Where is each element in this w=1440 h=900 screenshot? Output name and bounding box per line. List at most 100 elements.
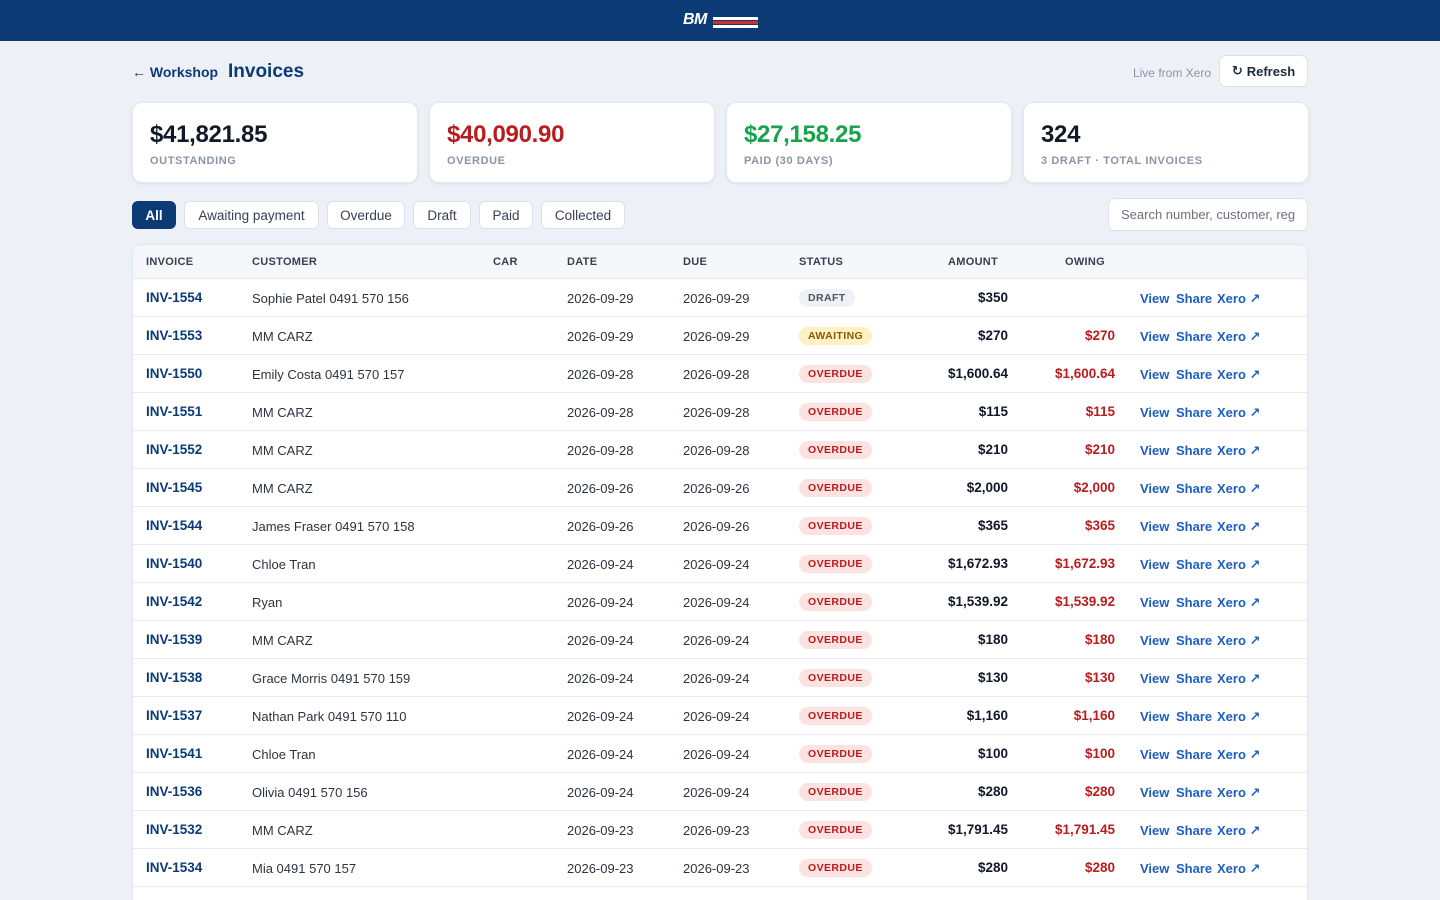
table-row[interactable]: INV-1553 MM CARZ 2026-09-29 2026-09-29 AWAIT… [133,317,1307,355]
invoice-number-link[interactable]: INV-1551 [146,404,203,419]
invoice-number-link[interactable]: INV-1554 [146,290,203,305]
xero-link[interactable]: Xero ↗ [1217,481,1261,496]
view-link[interactable]: View [1140,823,1170,838]
view-link[interactable]: View [1140,709,1170,724]
invoice-number-link[interactable]: INV-1538 [146,670,203,685]
view-link[interactable]: View [1140,633,1170,648]
xero-link[interactable]: Xero ↗ [1217,747,1261,762]
share-link[interactable]: Share [1176,519,1213,534]
table-row[interactable]: INV-1551 MM CARZ 2026-09-28 2026-09-28 OVERD… [133,393,1307,431]
view-link[interactable]: View [1140,481,1170,496]
filter-chip-awaiting-payment[interactable]: Awaiting payment [184,201,319,229]
xero-link[interactable]: Xero ↗ [1217,519,1261,534]
invoice-number-link[interactable]: INV-1544 [146,518,203,533]
due-cell: 2026-09-29 [683,291,750,306]
view-link[interactable]: View [1140,519,1170,534]
xero-link[interactable]: Xero ↗ [1217,671,1261,686]
view-link[interactable]: View [1140,443,1170,458]
view-link[interactable]: View [1140,329,1170,344]
share-link[interactable]: Share [1176,785,1213,800]
invoice-number-link[interactable]: INV-1553 [146,328,203,343]
invoice-number-link[interactable]: INV-1532 [146,822,203,837]
invoice-number-link[interactable]: INV-1550 [146,366,203,381]
xero-link[interactable]: Xero ↗ [1217,443,1261,458]
refresh-button[interactable]: ↻ Refresh [1219,55,1308,87]
invoice-number-link[interactable]: INV-1552 [146,442,203,457]
view-link[interactable]: View [1140,861,1170,876]
xero-link[interactable]: Xero ↗ [1217,595,1261,610]
page-header: ← Workshop Invoices Live from Xero ↻ Ref… [132,55,1308,89]
card-label: OVERDUE [447,155,506,167]
share-link[interactable]: Share [1176,443,1213,458]
date-cell: 2026-09-24 [567,595,634,610]
xero-link[interactable]: Xero ↗ [1217,291,1261,306]
view-link[interactable]: View [1140,405,1170,420]
view-link[interactable]: View [1140,671,1170,686]
invoice-number-link[interactable]: INV-1539 [146,632,203,647]
amount-cell: $1,672.93 [947,556,1008,571]
xero-link[interactable]: Xero ↗ [1217,633,1261,648]
share-link[interactable]: Share [1176,291,1213,306]
status-badge: OVERDUE [799,365,872,383]
table-row[interactable]: INV-1540 Chloe Tran 2026-09-24 2026-09-24 OV… [133,545,1307,583]
xero-link[interactable]: Xero ↗ [1217,557,1261,572]
brand-logo[interactable]: BM [683,11,758,29]
xero-link[interactable]: Xero ↗ [1217,367,1261,382]
view-link[interactable]: View [1140,367,1170,382]
share-link[interactable]: Share [1176,329,1213,344]
share-link[interactable]: Share [1176,671,1213,686]
owing-cell: $100 [1084,746,1115,761]
share-link[interactable]: Share [1176,405,1213,420]
view-link[interactable]: View [1140,595,1170,610]
search-input[interactable] [1108,198,1308,231]
share-link[interactable]: Share [1176,823,1213,838]
share-link[interactable]: Share [1176,557,1213,572]
table-row[interactable]: INV-1552 MM CARZ 2026-09-28 2026-09-28 OVERD… [133,431,1307,469]
filter-chip-overdue[interactable]: Overdue [327,201,405,229]
invoice-number-link[interactable]: INV-1545 [146,480,203,495]
invoice-number-link[interactable]: INV-1537 [146,708,203,723]
share-link[interactable]: Share [1176,595,1213,610]
table-row[interactable]: INV-1539 MM CARZ 2026-09-24 2026-09-24 OVERD… [133,621,1307,659]
back-to-workshop-link[interactable]: ← Workshop [132,64,219,80]
status-badge: OVERDUE [799,783,872,801]
invoice-number-link[interactable]: INV-1542 [146,594,203,609]
table-row[interactable]: INV-1544 James Fraser 0491 570 158 2026-09… [133,507,1307,545]
filter-chip-paid[interactable]: Paid [479,201,533,229]
table-row[interactable]: INV-1536 Olivia 0491 570 156 2026-09-24 202… [133,773,1307,811]
filter-chip-draft[interactable]: Draft [413,201,471,229]
table-row[interactable]: INV-1550 Emily Costa 0491 570 157 2026-09-… [133,355,1307,393]
logo-stripe-white-2 [713,25,758,28]
table-row[interactable]: INV-1532 MM CARZ 2026-09-23 2026-09-23 OVERD… [133,811,1307,849]
xero-link[interactable]: Xero ↗ [1217,861,1261,876]
table-row[interactable]: INV-1538 Grace Morris 0491 570 159 2026-09… [133,659,1307,697]
filter-chip-all[interactable]: All [132,201,176,229]
share-link[interactable]: Share [1176,709,1213,724]
view-link[interactable]: View [1140,557,1170,572]
table-row[interactable]: INV-1554 Sophie Patel 0491 570 156 2026-09… [133,279,1307,317]
xero-link[interactable]: Xero ↗ [1217,823,1261,838]
table-row[interactable]: INV-1537 Nathan Park 0491 570 110 2026-09-… [133,697,1307,735]
view-link[interactable]: View [1140,291,1170,306]
share-link[interactable]: Share [1176,861,1213,876]
xero-link[interactable]: Xero ↗ [1217,709,1261,724]
xero-link[interactable]: Xero ↗ [1217,405,1261,420]
share-link[interactable]: Share [1176,633,1213,648]
invoice-number-link[interactable]: INV-1534 [146,860,203,875]
xero-link[interactable]: Xero ↗ [1217,785,1261,800]
xero-link[interactable]: Xero ↗ [1217,329,1261,344]
share-link[interactable]: Share [1176,747,1213,762]
view-link[interactable]: View [1140,785,1170,800]
invoice-number-link[interactable]: INV-1540 [146,556,203,571]
table-row[interactable]: INV-1542 Ryan 2026-09-24 2026-09-24 OVERDUE $… [133,583,1307,621]
invoice-number-link[interactable]: INV-1541 [146,746,203,761]
filter-chip-collected[interactable]: Collected [541,201,625,229]
share-link[interactable]: Share [1176,481,1213,496]
table-row[interactable]: INV-1534 Mia 0491 570 157 2026-09-23 2026-0… [133,849,1307,887]
view-link[interactable]: View [1140,747,1170,762]
table-row[interactable]: INV-1541 Chloe Tran 2026-09-24 2026-09-24 OV… [133,735,1307,773]
invoice-number-link[interactable]: INV-1536 [146,784,203,799]
share-link[interactable]: Share [1176,367,1213,382]
date-cell: 2026-09-24 [567,747,634,762]
table-row[interactable]: INV-1545 MM CARZ 2026-09-26 2026-09-26 OVERD… [133,469,1307,507]
